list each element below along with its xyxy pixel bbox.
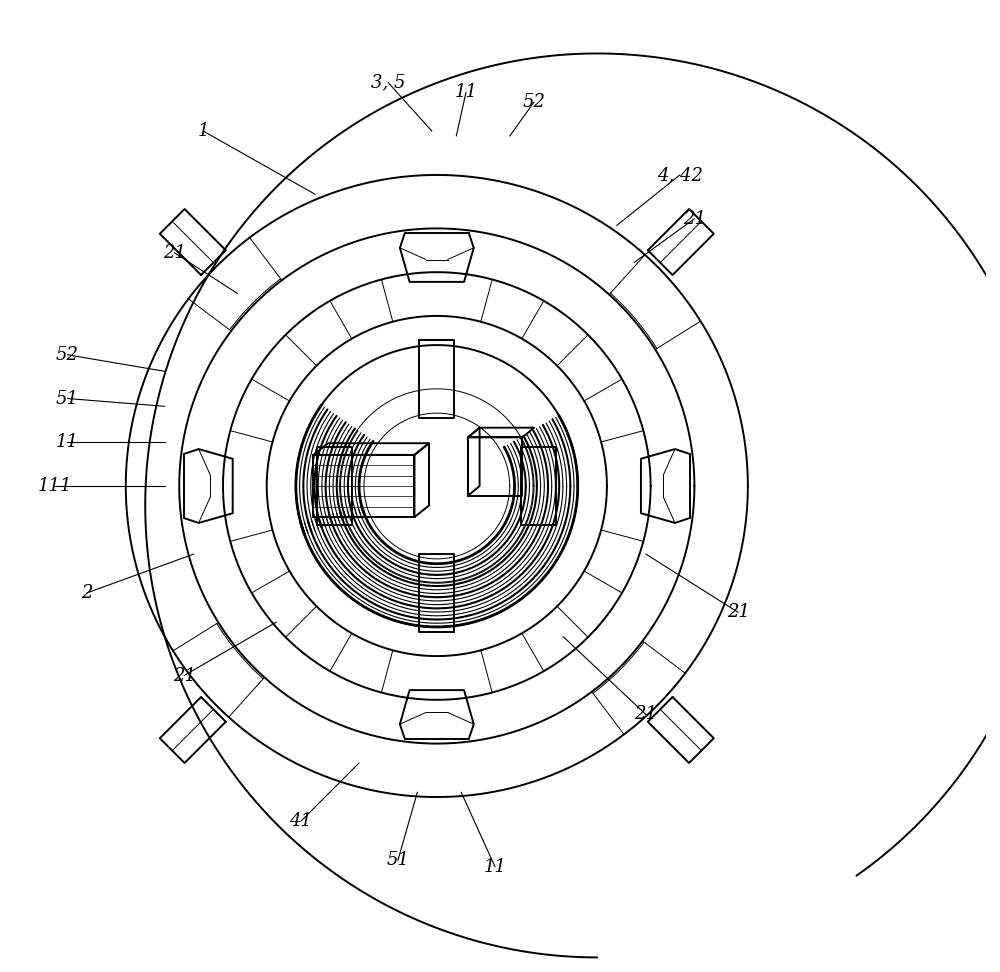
Text: 51: 51 xyxy=(56,390,79,407)
Text: 111: 111 xyxy=(38,477,72,495)
Text: 21: 21 xyxy=(683,210,706,227)
Text: 21: 21 xyxy=(634,706,657,723)
Text: 51: 51 xyxy=(386,851,409,869)
Text: 3, 5: 3, 5 xyxy=(371,74,405,91)
Text: 52: 52 xyxy=(56,346,79,364)
Text: 21: 21 xyxy=(163,244,186,261)
Text: 52: 52 xyxy=(523,93,546,111)
Text: 11: 11 xyxy=(454,84,477,101)
Text: 1: 1 xyxy=(198,122,209,140)
Text: 21: 21 xyxy=(727,604,750,621)
Text: 41: 41 xyxy=(289,813,312,830)
Text: 11: 11 xyxy=(56,434,79,451)
Text: 21: 21 xyxy=(173,667,196,684)
Text: 4, 42: 4, 42 xyxy=(657,166,703,184)
Text: 11: 11 xyxy=(484,858,507,876)
Text: 2: 2 xyxy=(81,584,93,602)
